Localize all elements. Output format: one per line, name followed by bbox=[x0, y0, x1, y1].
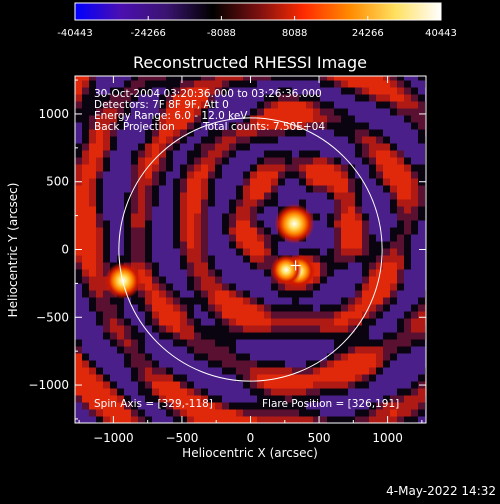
colorbar-tick-label: 40443 bbox=[425, 28, 457, 39]
y-axis-label: Heliocentric Y (arcsec) bbox=[6, 183, 20, 318]
y-tick-label: −500 bbox=[36, 310, 69, 324]
colorbar bbox=[74, 2, 442, 21]
solar-limb-circle bbox=[118, 117, 383, 382]
colorbar-tick-label: -8088 bbox=[207, 28, 236, 39]
colorbar-tick-label: -24266 bbox=[130, 28, 165, 39]
footer-date: 4-May-2022 14:32 bbox=[386, 484, 496, 498]
colorbar-tick-label: 24266 bbox=[352, 28, 384, 39]
x-tick-label: 1000 bbox=[372, 431, 403, 445]
heatmap-field bbox=[75, 76, 426, 423]
x-axis: −1000 −500 0 500 1000 bbox=[78, 76, 423, 445]
flare-source bbox=[274, 203, 315, 244]
annotation-energy-range: Energy Range: 6.0 - 12.0 keV bbox=[94, 110, 248, 122]
y-tick-label: −1000 bbox=[28, 378, 69, 392]
x-tick-label: 500 bbox=[308, 431, 331, 445]
flare-source bbox=[270, 254, 302, 286]
annotation-spin-axis: Spin Axis = [329,-118] bbox=[94, 398, 213, 410]
annotation-total-counts: Total counts: 7.50E+04 bbox=[202, 121, 325, 133]
annotation-method: Back Projection bbox=[94, 121, 175, 133]
heatmap-sources bbox=[104, 203, 316, 300]
y-axis: −1000 −500 0 500 1000 bbox=[28, 79, 426, 420]
colorbar-tick-label: 8088 bbox=[282, 28, 307, 39]
x-axis-label: Heliocentric X (arcsec) bbox=[182, 446, 318, 460]
annotation-detectors: Detectors: 7F 8F 9F, Att 0 bbox=[94, 99, 229, 111]
y-tick-label: 500 bbox=[46, 175, 69, 189]
x-tick-label: −1000 bbox=[93, 431, 134, 445]
chart-title: Reconstructed RHESSI Image bbox=[133, 53, 367, 72]
y-tick-label: 0 bbox=[61, 243, 69, 257]
y-tick-label: 1000 bbox=[38, 107, 69, 121]
colorbar-ticks: -40443 -24266 -8088 8088 24266 40443 bbox=[57, 16, 457, 39]
annotation-time-range: 30-Oct-2004 03:20:36.000 to 03:26:36.000 bbox=[94, 88, 322, 100]
annotation-flare-position: Flare Position = [326,191] bbox=[262, 398, 399, 410]
x-tick-label: −500 bbox=[165, 431, 198, 445]
colorbar-tick-label: -40443 bbox=[57, 28, 92, 39]
x-tick-label: 0 bbox=[247, 431, 255, 445]
spin-axis-marker bbox=[290, 260, 301, 271]
